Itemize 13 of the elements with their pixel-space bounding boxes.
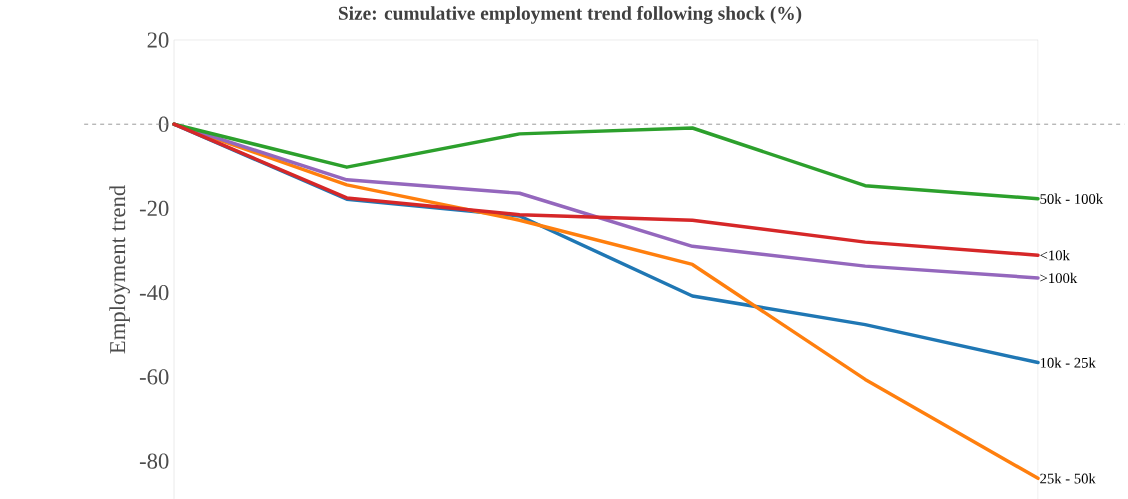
series-label: >100k bbox=[1040, 272, 1078, 284]
chart-title: Size: cumulative employment trend following shock (%) bbox=[338, 6, 802, 24]
y-tick-label: 20 bbox=[147, 32, 169, 48]
series-label: 25k - 50k bbox=[1040, 473, 1096, 484]
y-axis-title: Employment trend bbox=[109, 185, 130, 354]
y-tick-label: 0 bbox=[158, 116, 169, 132]
y-tick-label: -80 bbox=[139, 453, 169, 469]
series-label: 50k - 100k bbox=[1040, 193, 1104, 204]
series-label: <10k bbox=[1040, 250, 1070, 261]
y-tick-label: -20 bbox=[139, 200, 169, 217]
y-tick-label: -40 bbox=[139, 285, 169, 301]
series-label: 10k - 25k bbox=[1040, 357, 1096, 368]
y-tick-label: -60 bbox=[139, 369, 169, 385]
